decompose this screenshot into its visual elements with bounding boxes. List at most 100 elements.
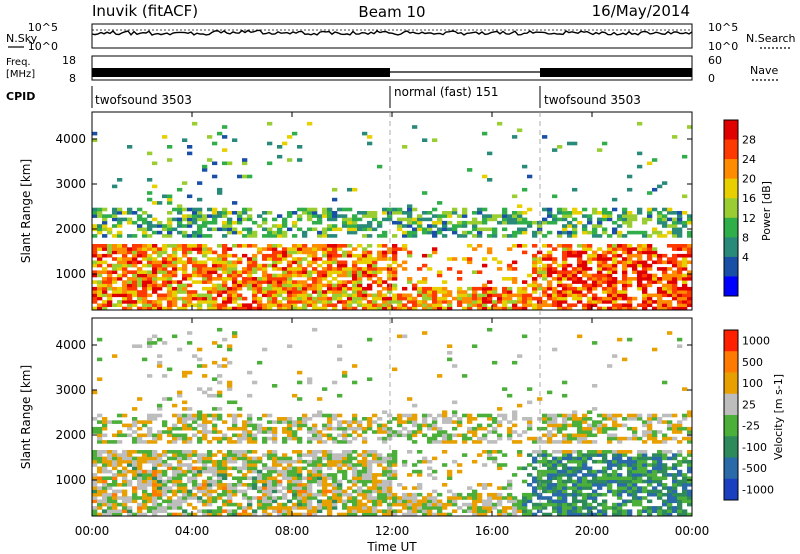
heatmap-cell — [187, 290, 193, 294]
heatmap-cell — [562, 509, 568, 513]
heatmap-cell — [97, 489, 103, 494]
heatmap-cell — [432, 207, 438, 212]
heatmap-cell — [622, 280, 628, 284]
heatmap-cell — [412, 413, 418, 418]
heatmap-cell — [117, 440, 123, 444]
heatmap-cell — [687, 270, 693, 274]
heatmap-cell — [377, 303, 383, 307]
heatmap-cell — [227, 270, 233, 274]
heatmap-cell — [602, 430, 608, 434]
heatmap-cell — [602, 509, 608, 513]
heatmap-cell — [442, 440, 448, 444]
heatmap-cell — [202, 433, 208, 438]
heatmap-cell — [492, 234, 498, 238]
heatmap-cell — [402, 260, 408, 265]
heatmap-cell — [397, 227, 403, 232]
heatmap-cell — [687, 286, 693, 291]
heatmap-cell — [352, 466, 358, 471]
heatmap-cell — [272, 293, 278, 298]
heatmap-cell — [647, 430, 653, 434]
heatmap-cell — [557, 426, 563, 431]
heatmap-cell — [252, 380, 258, 385]
heatmap-cell — [127, 257, 133, 261]
heatmap-cell — [167, 476, 173, 480]
heatmap-cell — [197, 469, 203, 474]
heatmap-cell — [287, 344, 293, 348]
heatmap-cell — [597, 148, 603, 152]
heatmap-cell — [332, 502, 338, 507]
heatmap-cell — [437, 374, 443, 378]
heatmap-cell — [312, 476, 318, 480]
heatmap-cell — [572, 486, 578, 490]
heatmap-cell — [232, 423, 238, 428]
heatmap-cell — [437, 220, 443, 225]
heatmap-cell — [142, 247, 148, 251]
heatmap-cell — [232, 433, 238, 438]
heatmap-cell — [672, 496, 678, 500]
heatmap-cell — [372, 260, 378, 265]
heatmap-cell — [147, 459, 153, 464]
heatmap-cell — [647, 296, 653, 301]
heatmap-cell — [197, 496, 203, 500]
heatmap-cell — [567, 214, 573, 218]
heatmap-cell — [532, 230, 538, 235]
heatmap-cell — [217, 496, 223, 500]
heatmap-cell — [302, 489, 308, 494]
heatmap-cell — [192, 466, 198, 471]
heatmap-cell — [577, 430, 583, 434]
heatmap-cell — [147, 440, 153, 444]
heatmap-cell — [157, 459, 163, 464]
heatmap-cell — [502, 286, 508, 291]
heatmap-cell — [497, 450, 503, 454]
heatmap-cell — [282, 141, 288, 146]
heatmap-cell — [687, 260, 693, 265]
heatmap-cell — [192, 211, 198, 215]
heatmap-cell — [437, 300, 443, 304]
heatmap-cell — [487, 247, 493, 251]
heatmap-cell — [92, 426, 98, 431]
heatmap-cell — [527, 496, 533, 500]
heatmap-cell — [467, 420, 473, 424]
heatmap-cell — [547, 430, 553, 434]
heatmap-cell — [107, 250, 113, 255]
heatmap-cell — [342, 463, 348, 467]
heatmap-cell — [132, 344, 138, 348]
heatmap-cell — [212, 360, 218, 365]
heatmap-cell — [622, 303, 628, 307]
heatmap-cell — [647, 300, 653, 304]
heatmap-cell — [577, 450, 583, 454]
heatmap-cell — [562, 499, 568, 504]
heatmap-cell — [357, 211, 363, 215]
heatmap-cell — [337, 260, 343, 265]
heatmap-cell — [377, 417, 383, 421]
heatmap-cell — [507, 420, 513, 424]
heatmap-cell — [312, 469, 318, 474]
heatmap-cell — [562, 456, 568, 461]
heatmap-cell — [432, 224, 438, 228]
heatmap-cell — [327, 463, 333, 467]
heatmap-cell — [602, 263, 608, 268]
heatmap-cell — [582, 502, 588, 507]
heatmap-cell — [282, 492, 288, 497]
heatmap-cell — [187, 479, 193, 484]
heatmap-cell — [307, 377, 313, 381]
heatmap-cell — [322, 296, 328, 301]
heatmap-cell — [612, 277, 618, 281]
heatmap-cell — [672, 220, 678, 225]
heatmap-cell — [527, 509, 533, 513]
heatmap-cell — [347, 453, 353, 457]
heatmap-cell — [662, 499, 668, 504]
heatmap-cell — [682, 260, 688, 265]
heatmap-cell — [427, 459, 433, 464]
heatmap-cell — [252, 459, 258, 464]
heatmap-cell — [97, 263, 103, 268]
heatmap-cell — [507, 512, 513, 517]
heatmap-cell — [682, 220, 688, 225]
heatmap-cell — [612, 423, 618, 428]
heatmap-cell — [452, 492, 458, 497]
heatmap-cell — [667, 273, 673, 278]
heatmap-cell — [102, 426, 108, 431]
heatmap-cell — [652, 347, 658, 352]
heatmap-cell — [127, 483, 133, 487]
heatmap-cell — [192, 506, 198, 510]
